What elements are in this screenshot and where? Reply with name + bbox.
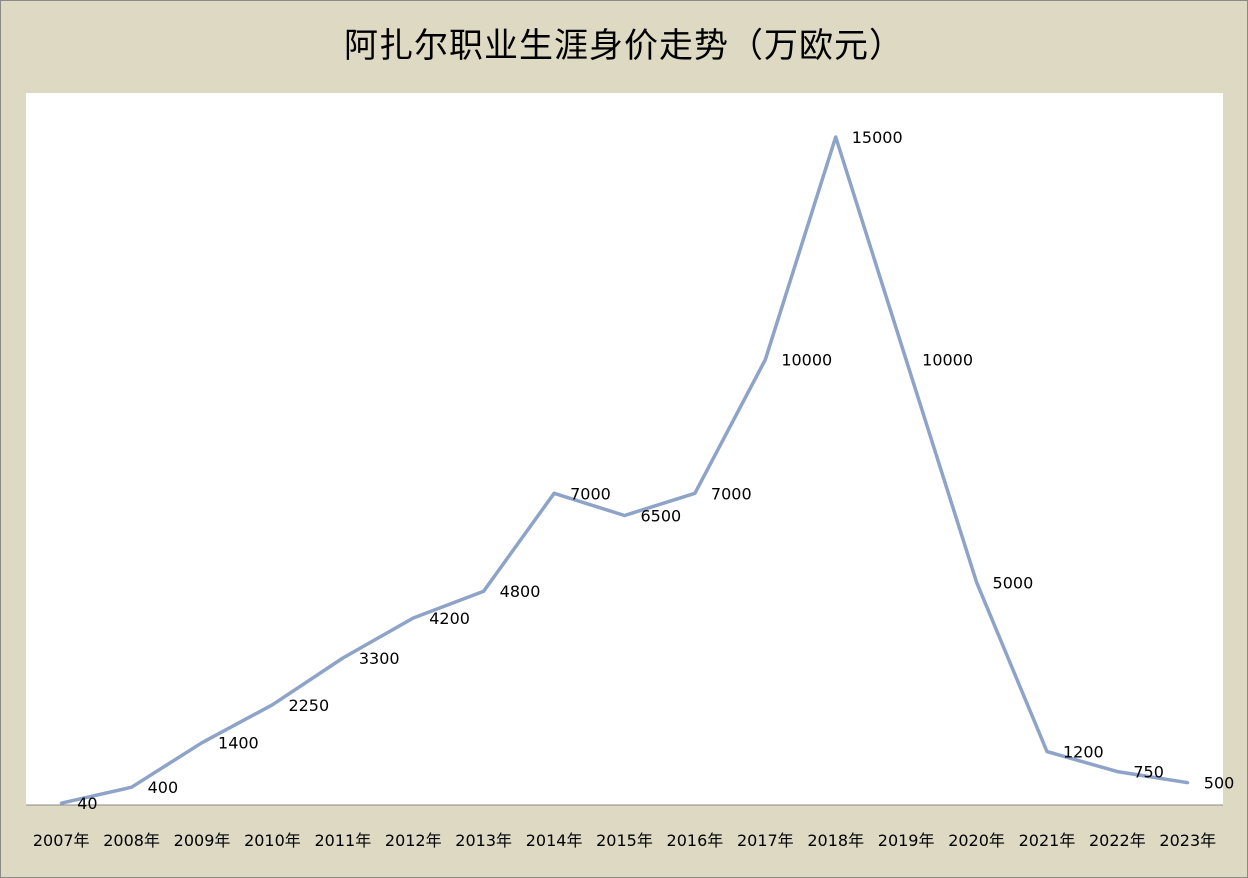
data-label: 4800: [500, 582, 541, 601]
data-point: [693, 491, 697, 495]
data-point: [59, 801, 63, 805]
data-point: [763, 358, 767, 362]
data-label: 500: [1204, 774, 1235, 793]
data-label: 1400: [218, 734, 259, 753]
data-label: 3300: [359, 649, 400, 668]
data-point: [623, 514, 626, 518]
x-tick-label: 2012年: [385, 831, 442, 850]
data-label: 7000: [570, 484, 611, 503]
data-point: [411, 616, 415, 620]
x-tick-label: 2022年: [1089, 831, 1146, 850]
data-point: [482, 589, 486, 593]
data-point: [1045, 750, 1049, 754]
x-tick-label: 2020年: [948, 831, 1005, 850]
data-label: 10000: [781, 351, 832, 370]
x-tick-label: 2023年: [1159, 831, 1216, 850]
data-label: 5000: [993, 573, 1034, 592]
data-label: 10000: [922, 351, 973, 370]
data-point: [1115, 770, 1119, 774]
data-point: [270, 703, 274, 707]
data-label: 15000: [852, 128, 903, 147]
x-tick-label: 2021年: [1019, 831, 1076, 850]
data-label: 2250: [288, 696, 329, 715]
data-label: 7000: [711, 484, 752, 503]
x-tick-label: 2016年: [667, 831, 724, 850]
plot-area: [26, 93, 1223, 805]
x-tick-label: 2010年: [244, 831, 301, 850]
x-tick-label: 2018年: [807, 831, 864, 850]
series-line: [60, 135, 1189, 805]
data-point: [1186, 781, 1190, 785]
x-tick-label: 2008年: [103, 831, 160, 850]
data-label: 6500: [641, 507, 682, 526]
data-point: [341, 656, 345, 660]
x-tick-group: 2007年 2008年 2009年 2010年 2011年 2012年 2013年 2014年…: [33, 831, 1216, 850]
x-tick-label: 2017年: [737, 831, 794, 850]
data-label: 40: [77, 794, 97, 813]
x-tick-label: 2013年: [455, 831, 512, 850]
data-point: [130, 785, 134, 789]
data-point: [904, 358, 908, 362]
data-point: [834, 135, 838, 139]
series-group: [59, 135, 1190, 805]
data-point: [200, 741, 204, 745]
data-point: [975, 580, 979, 584]
x-tick-label: 2014年: [526, 831, 583, 850]
x-tick-label: 2019年: [878, 831, 935, 850]
chart-title: 阿扎尔职业生涯身价走势（万欧元）: [344, 26, 904, 66]
x-tick-label: 2015年: [596, 831, 653, 850]
data-label: 4200: [429, 609, 470, 628]
x-tick-label: 2011年: [314, 831, 371, 850]
data-label-group: 40 400 1400 2250 3300 4200 4800 7000 6500 7000 100…: [77, 128, 1234, 813]
data-point: [552, 491, 556, 495]
x-tick-label: 2009年: [174, 831, 231, 850]
x-tick-label: 2007年: [33, 831, 90, 850]
data-label: 1200: [1063, 743, 1104, 762]
data-label: 400: [148, 778, 179, 797]
data-label: 750: [1133, 763, 1164, 782]
